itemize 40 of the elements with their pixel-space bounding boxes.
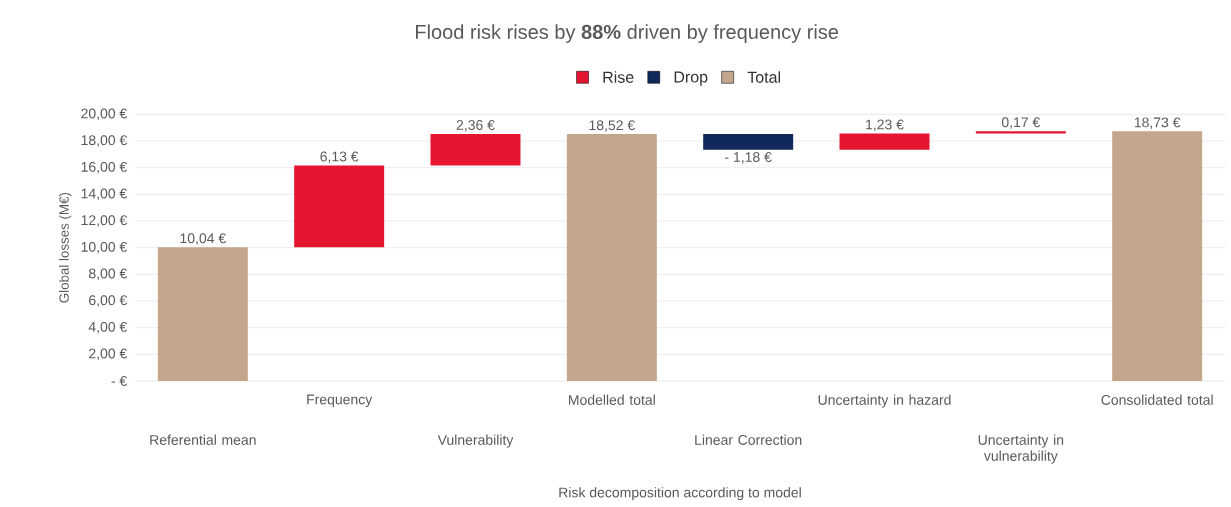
x-tick-label: Consolidated total (1101, 394, 1213, 405)
y-tick-label: 20,00 € (81, 108, 128, 121)
x-tick-label: Vulnerability (437, 434, 514, 448)
y-tick-label: 10,00 € (81, 241, 128, 254)
data-label: 0,17 € (1001, 117, 1041, 129)
data-label: 1,23 € (866, 119, 904, 132)
y-axis-title: Global losses (M€) (59, 192, 72, 303)
data-label: 2,36 € (456, 120, 495, 132)
legend-label: Total (747, 71, 780, 83)
bar (1112, 131, 1203, 381)
x-tick-label: Modelled total (569, 394, 655, 405)
data-label: 18,52 € (589, 120, 635, 132)
y-tick-label: 16,00 € (81, 161, 128, 174)
y-tick-label: 4,00 € (88, 321, 128, 334)
y-tick-label: 6,00 € (89, 295, 128, 307)
x-axis-title: Risk decomposition according to model (559, 487, 801, 501)
y-tick-label: - € (111, 376, 128, 386)
y-tick-label: 8,00 € (88, 268, 128, 281)
legend-label: Drop (674, 71, 708, 86)
y-tick-label: 14,00 € (81, 188, 128, 201)
data-label: 10,04 € (180, 233, 226, 245)
legend-label: Rise (603, 71, 634, 83)
bar (294, 165, 385, 248)
chart-title: Flood risk rises by 88% driven by frequency rise (415, 24, 839, 43)
x-tick-label: Uncertainty in vulnerability (978, 434, 1064, 464)
x-tick-label: Uncertainty in hazard (818, 394, 951, 408)
data-label: 18,73 € (1134, 117, 1181, 129)
bar (157, 247, 248, 381)
data-label: - 1,18 € (725, 152, 772, 164)
x-tick-label: Frequency (307, 394, 373, 408)
y-tick-label: 12,00 € (81, 215, 128, 227)
y-tick-label: 2,00 € (89, 348, 128, 361)
x-tick-label: Referential mean (150, 434, 256, 445)
bar (839, 133, 930, 150)
y-tick-label: 18,00 € (81, 135, 128, 147)
bar (430, 133, 521, 166)
bar (703, 134, 794, 150)
data-label: 6,13 € (320, 151, 359, 164)
bar (566, 134, 657, 381)
x-tick-label: Linear Correction (695, 434, 802, 445)
